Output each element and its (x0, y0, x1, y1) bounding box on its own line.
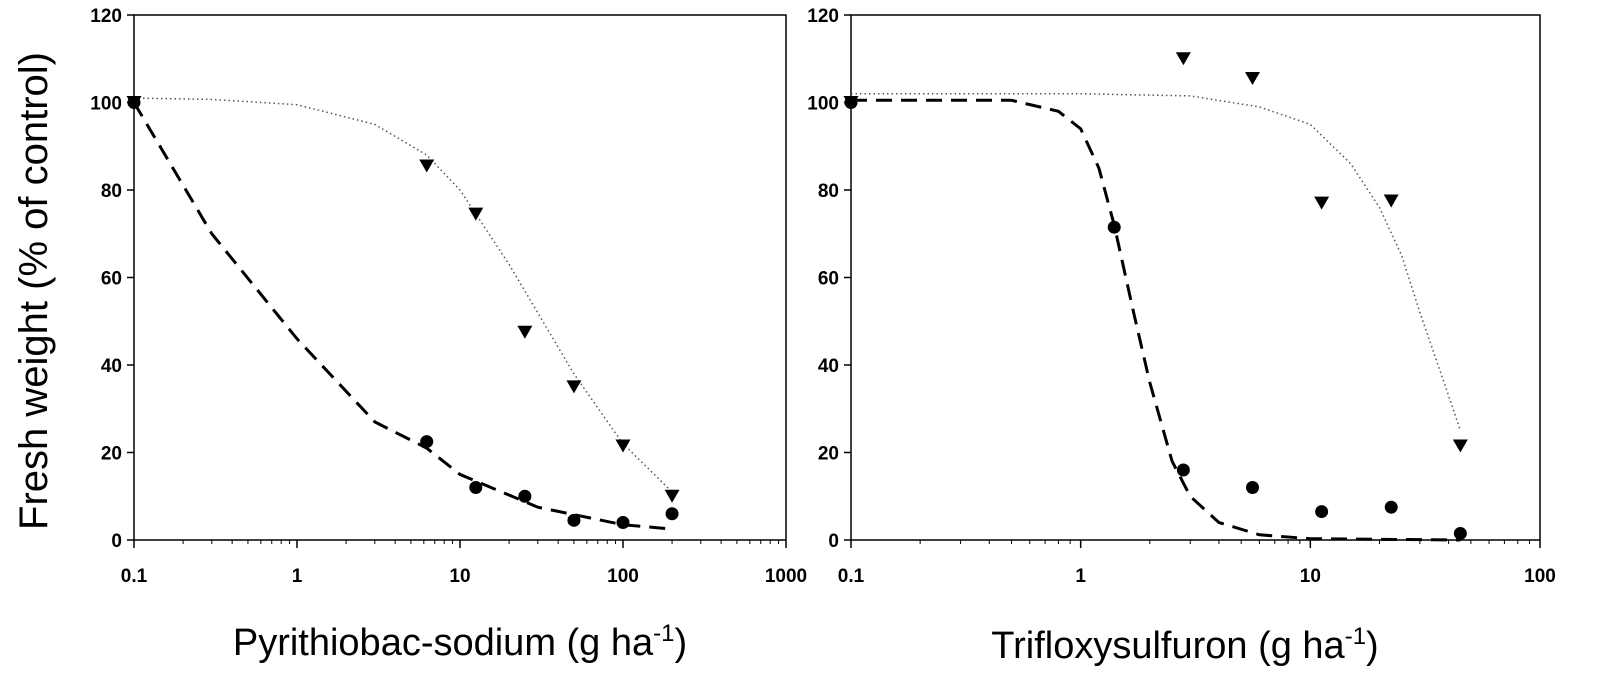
x-axis-label: Pyrithiobac-sodium (g ha-1) (233, 620, 687, 664)
data-point-circle (1453, 526, 1467, 540)
y-tick-label: 80 (101, 181, 122, 202)
data-point-triangle (1452, 439, 1468, 453)
data-point-circle (1384, 500, 1398, 514)
y-tick-label: 120 (807, 6, 839, 27)
x-tick-label: 10 (1300, 566, 1321, 587)
y-axis-label: Fresh weight (% of control) (12, 52, 56, 530)
panel-trifloxysulfuron: 0 20 40 60 80 100 120 0.1 1 10 100 Trifloxysulfuron… (807, 6, 1556, 667)
x-axis-label-main: Pyrithiobac-sodium (g ha (233, 622, 654, 664)
data-point-triangle (664, 489, 680, 503)
data-point-circle (1176, 463, 1190, 477)
data-point-triangle (517, 325, 533, 339)
data-point-triangle (1175, 52, 1191, 66)
data-point-circle (1246, 481, 1260, 494)
data-point-triangle (843, 96, 859, 109)
data-point-circle (1107, 220, 1121, 234)
y-tick-label: 80 (818, 181, 839, 202)
x-axis-label: Trifloxysulfuron (g ha-1) (991, 623, 1378, 667)
plot-frame (133, 14, 787, 541)
x-tick-label: 1 (1075, 566, 1086, 587)
fit-curve-dotted (851, 93, 1462, 431)
data-point-circle (665, 507, 679, 521)
data-point-triangle (1314, 196, 1330, 210)
fit-curve-dashed (851, 98, 1461, 542)
data-point-circle (1315, 505, 1329, 519)
x-axis-label-sup: -1 (1345, 623, 1366, 650)
data-point-triangle (1383, 194, 1399, 208)
data-point-circle (420, 435, 434, 449)
data-point-circle (567, 513, 581, 527)
y-tick-label: 20 (818, 444, 839, 465)
x-tick-label: 0.1 (838, 566, 865, 587)
x-tick-label: 1000 (765, 566, 807, 587)
x-tick-label: 100 (1524, 566, 1556, 587)
data-point-triangle (468, 207, 484, 221)
y-tick-label: 20 (101, 444, 122, 465)
y-tick-label: 60 (818, 269, 839, 290)
y-tick-label: 40 (818, 356, 839, 377)
x-tick-label: 1 (292, 566, 303, 587)
x-axis-label-sup: -1 (653, 620, 674, 647)
data-point-triangle (419, 159, 435, 173)
fit-curve-dotted (133, 97, 673, 493)
y-tick-label: 0 (828, 531, 839, 552)
data-point-triangle (1245, 71, 1261, 85)
y-tick-label: 100 (807, 94, 839, 115)
y-tick-label: 40 (101, 356, 122, 377)
y-tick-label: 60 (101, 269, 122, 290)
x-axis-label-tail: ) (1366, 625, 1379, 667)
panel-pyrithiobac: 0 20 40 60 80 100 120 0.1 1 10 100 1000 Pyrithiobac-… (90, 6, 807, 664)
data-point-circle (518, 489, 532, 503)
data-point-triangle (566, 380, 582, 394)
x-axis-label-main: Trifloxysulfuron (g ha (991, 625, 1345, 667)
x-tick-label: 0.1 (121, 566, 148, 587)
x-axis-label-tail: ) (675, 622, 688, 664)
y-tick-label: 100 (90, 94, 122, 115)
y-tick-label: 120 (90, 6, 122, 27)
fit-curve-dashed (132, 101, 673, 531)
data-point-triangle (615, 439, 631, 453)
y-tick-label: 0 (111, 531, 122, 552)
data-point-triangle (126, 96, 142, 109)
plot-frame (850, 14, 1541, 541)
x-tick-label: 100 (607, 566, 639, 587)
x-tick-label: 10 (449, 566, 470, 587)
data-point-circle (469, 481, 483, 494)
data-point-circle (616, 516, 630, 529)
